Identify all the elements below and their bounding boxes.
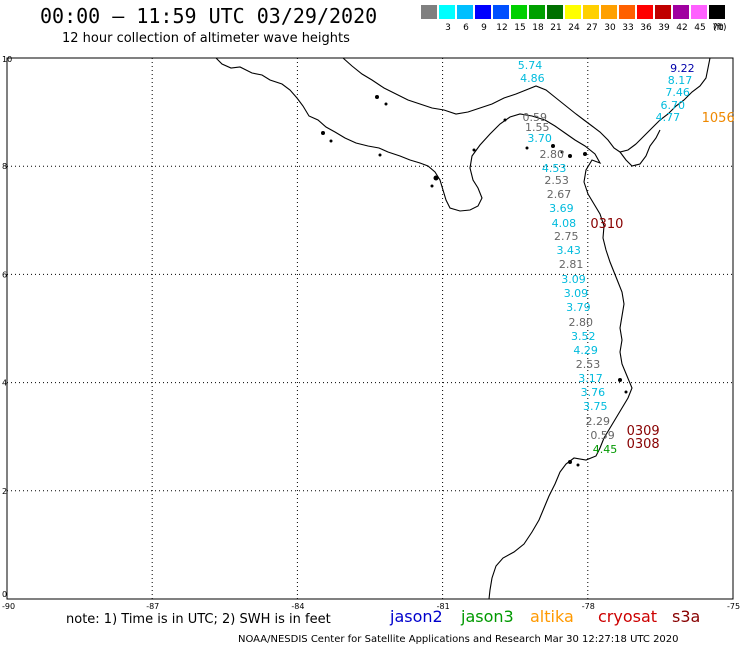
x-tick-label: -84 — [291, 602, 304, 611]
scale-swatch — [583, 5, 600, 19]
wave-height-label: 2.75 — [554, 229, 579, 243]
wave-height-label: 3.76 — [580, 386, 606, 400]
scale-label: 70 — [712, 23, 724, 33]
wave-height-label: 3.75 — [583, 400, 608, 414]
wave-height-label: 2.80 — [568, 315, 594, 329]
map-gridlines — [7, 58, 733, 599]
legend-jason2: jason2 — [390, 607, 443, 626]
y-tick-label: 10 — [2, 55, 12, 64]
scale-label: 33 — [622, 23, 634, 33]
wave-height-label: 3.79 — [566, 300, 591, 314]
scale-label: 24 — [568, 23, 580, 33]
scale-swatch — [439, 5, 456, 19]
wave-height-label: 0.59 — [522, 110, 548, 124]
wave-height-label: 0309 — [626, 423, 660, 439]
wave-height-label: 4.53 — [541, 161, 567, 175]
wave-height-label: 6.70 — [660, 98, 686, 112]
scale-label: 30 — [604, 23, 616, 33]
legend-jason3: jason3 — [461, 607, 514, 626]
scale-unit: (ft) — [713, 23, 727, 33]
wave-height-label: 2.53 — [544, 174, 569, 188]
wave-height-label: 7.46 — [665, 86, 690, 100]
y-tick-label: 8 — [2, 162, 7, 171]
scale-swatch — [691, 5, 708, 19]
scale-swatch — [493, 5, 510, 19]
wave-height-label: 0308 — [626, 437, 660, 453]
scale-swatch — [565, 5, 582, 19]
wave-height-label: 2.67 — [546, 188, 572, 202]
wave-height-label: 4.29 — [573, 344, 598, 358]
scale-swatch — [511, 5, 528, 19]
scale-swatch — [655, 5, 672, 19]
x-tick-label: -90 — [2, 602, 15, 611]
wave-height-label: 8.17 — [667, 73, 693, 87]
scale-label: 42 — [676, 23, 688, 33]
wave-height-label: 9.22 — [670, 61, 695, 75]
wave-height-label: 3.70 — [527, 132, 552, 146]
scale-label: 18 — [532, 23, 544, 33]
coastline-caribbean — [342, 57, 711, 153]
wave-height-label: 1056 — [701, 110, 735, 126]
scale-swatch — [709, 5, 726, 19]
y-tick-label: 4 — [2, 379, 7, 388]
wave-height-label: 3.09 — [561, 272, 586, 286]
wave-height-label: 3.17 — [578, 372, 603, 386]
scale-swatch — [673, 5, 690, 19]
map-frame — [6, 57, 734, 600]
legend-cryosat: cryosat — [598, 607, 658, 626]
scale-swatch — [619, 5, 636, 19]
x-tick-label: -87 — [146, 602, 159, 611]
scale-label: 36 — [640, 23, 652, 33]
wave-height-label: 2.53 — [575, 358, 601, 372]
gulf-of-uraba — [619, 129, 661, 167]
scale-label: 9 — [481, 23, 487, 33]
wave-height-label: 3.09 — [563, 286, 589, 300]
note-text: note: 1) Time is in UTC; 2) SWH is in fe… — [66, 612, 331, 627]
wave-height-label: 4.08 — [551, 216, 577, 230]
x-tick-label: -81 — [437, 602, 450, 611]
map-subtitle: 12 hour collection of altimeter wave hei… — [62, 31, 350, 46]
legend-s3a: s3a — [672, 607, 701, 626]
scale-label: 15 — [514, 23, 526, 33]
wave-height-label: 2.29 — [585, 414, 610, 428]
scale-label: 12 — [496, 23, 508, 33]
footer-credit: NOAA/NESDIS Center for Satellite Applica… — [238, 634, 679, 645]
wave-height-label: 2.81 — [558, 258, 584, 272]
scale-label: 39 — [658, 23, 670, 33]
map-title: 00:00 – 11:59 UTC 03/29/2020 — [40, 4, 378, 28]
y-tick-label: 0 — [2, 590, 7, 599]
wave-height-label: 3.43 — [556, 244, 581, 258]
wave-height-label: 3.69 — [549, 202, 574, 216]
y-tick-label: 2 — [2, 487, 7, 496]
scale-label: 45 — [694, 23, 706, 33]
wave-height-label: 4.86 — [520, 71, 545, 85]
scale-swatch — [475, 5, 492, 19]
x-tick-label: -75 — [727, 602, 740, 611]
wave-height-label: 0310 — [590, 216, 624, 232]
scale-swatch — [547, 5, 564, 19]
wave-height-label: 2.80 — [539, 148, 565, 162]
wave-height-label: 4.45 — [592, 442, 618, 456]
scale-swatch — [601, 5, 618, 19]
wave-height-label: 1.55 — [524, 121, 550, 135]
scale-swatch — [457, 5, 474, 19]
scale-swatch — [529, 5, 546, 19]
wave-height-label: 4.77 — [655, 110, 681, 124]
y-tick-label: 6 — [2, 270, 7, 279]
legend-altika: altika — [530, 607, 574, 626]
scale-label: 3 — [445, 23, 451, 33]
wave-height-label: 5.74 — [517, 59, 543, 73]
coastline — [215, 57, 633, 600]
scale-swatch — [637, 5, 654, 19]
wave-height-label: 0.59 — [590, 428, 615, 442]
scale-label: 27 — [586, 23, 598, 33]
axis-tick-labels: -90 -87 -84 -81 -78 -75 10 8 6 4 2 0 — [2, 55, 740, 611]
islands — [321, 95, 628, 467]
scale-label: 6 — [463, 23, 469, 33]
x-tick-label: -78 — [582, 602, 595, 611]
wave-height-label: 3.52 — [570, 329, 596, 343]
scale-label: 21 — [550, 23, 562, 33]
scale-swatch — [421, 5, 438, 19]
